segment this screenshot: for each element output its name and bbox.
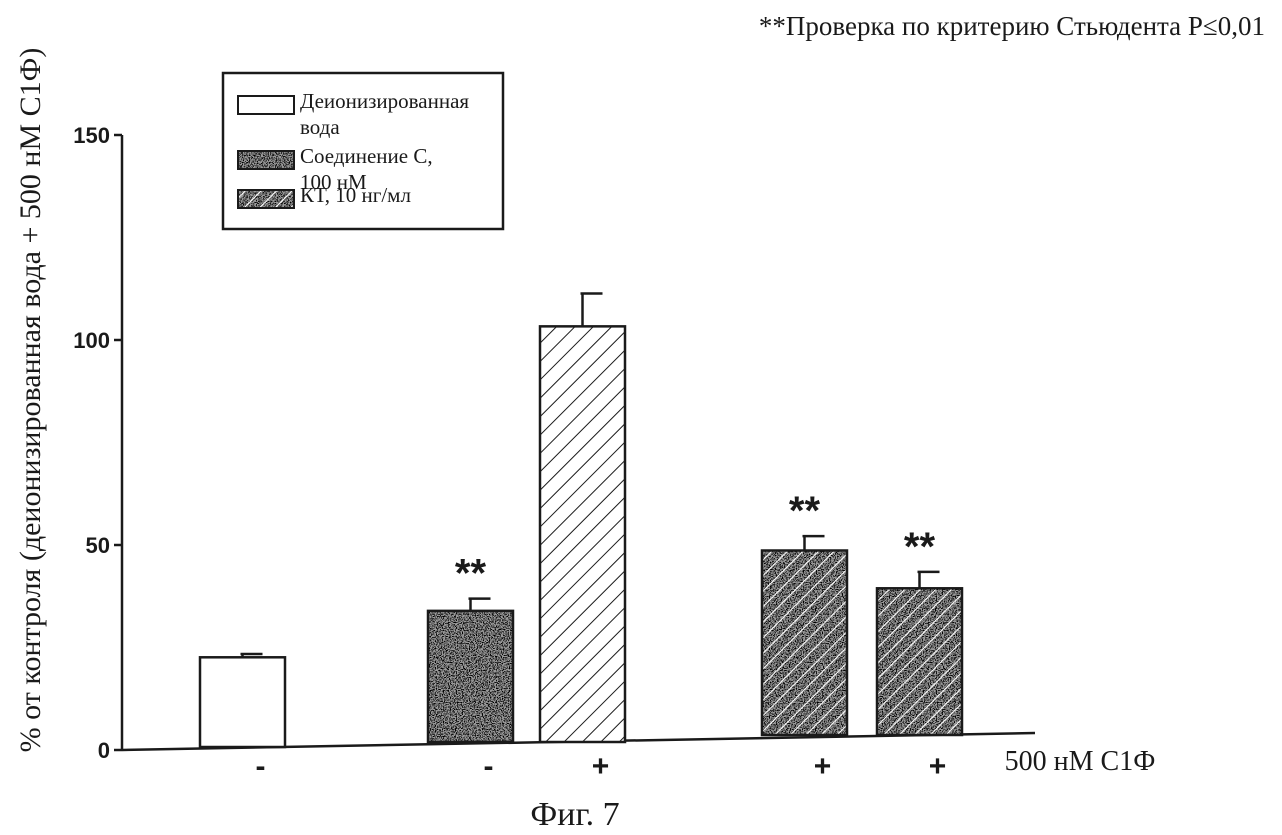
legend: ДеионизированнаяводаСоединение С,100 нМК…: [223, 73, 503, 229]
condition-sign: -: [256, 750, 266, 783]
bars: - ** - + ** + ** +: [200, 294, 962, 783]
legend-label: Деионизированная: [300, 89, 469, 113]
legend-swatch-hatch: [238, 190, 294, 208]
y-tick-label: 100: [73, 328, 110, 353]
bar-group: ** -: [428, 552, 513, 783]
legend-swatch: [238, 96, 294, 114]
legend-swatch: [238, 151, 294, 169]
condition-sign: +: [592, 750, 610, 783]
figure-caption: Фиг. 7: [530, 796, 619, 833]
y-axis-label: % от контроля (деионизированная вода + 5…: [14, 48, 47, 753]
x-axis-label: 500 нМ С1Ф: [1005, 746, 1156, 777]
bar: [200, 657, 285, 747]
bar-group: -: [200, 654, 285, 783]
bar-group: ** +: [877, 525, 962, 783]
significance-marker: **: [904, 525, 936, 569]
legend-label: вода: [300, 115, 340, 139]
bar: [428, 611, 513, 742]
y-tick-label: 50: [86, 533, 110, 558]
legend-label: КТ, 10 нг/мл: [300, 183, 411, 207]
significance-marker: **: [789, 489, 821, 533]
y-tick-label: 0: [98, 738, 110, 763]
bar-hatch-overlay: [762, 551, 847, 736]
bar-group: +: [540, 294, 625, 783]
bar: [540, 326, 625, 742]
significance-note: **Проверка по критерию Стьюдента P≤0,01: [759, 11, 1265, 41]
bar-hatch-overlay: [877, 588, 962, 735]
significance-marker: **: [455, 552, 487, 596]
legend-label: Соединение С,: [300, 144, 433, 168]
y-tick-label: 150: [73, 123, 110, 148]
condition-sign: +: [929, 750, 947, 783]
condition-sign: -: [484, 750, 494, 783]
condition-sign: +: [814, 750, 832, 783]
